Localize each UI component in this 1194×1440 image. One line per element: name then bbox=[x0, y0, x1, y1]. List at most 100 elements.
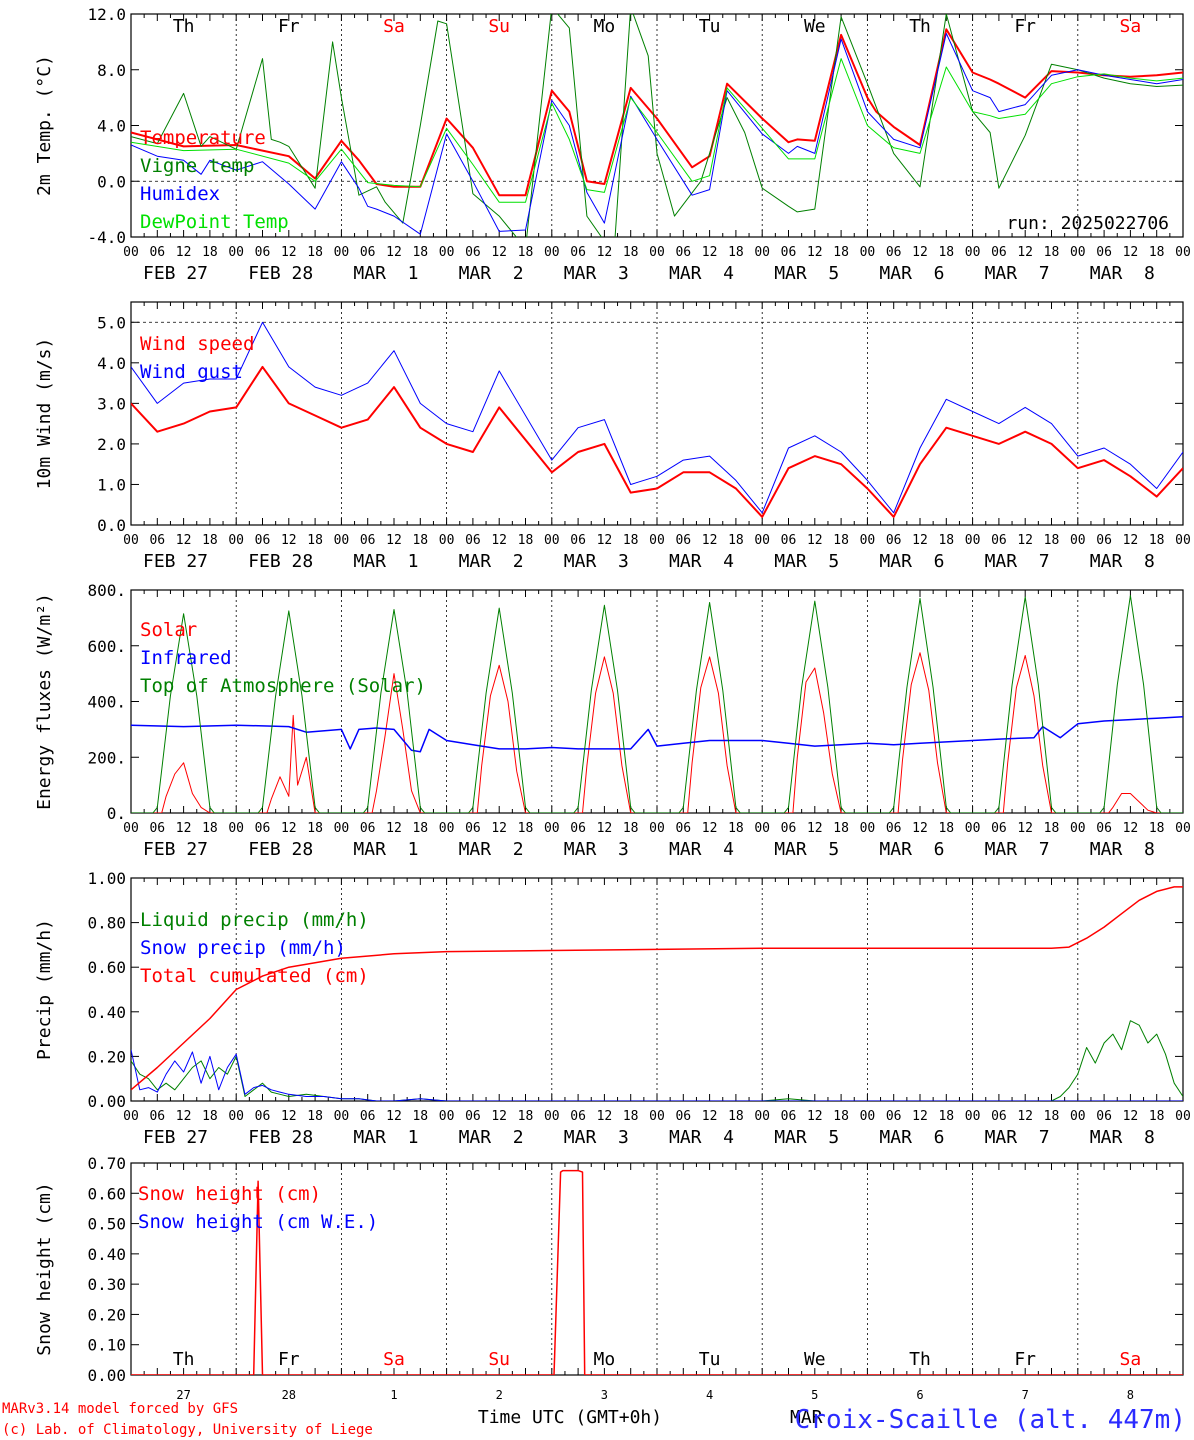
plot-area bbox=[131, 595, 1183, 813]
y-tick-label: 800. bbox=[87, 581, 126, 600]
day-number-label: 5 bbox=[811, 1388, 818, 1402]
date-label: MAR 2 bbox=[459, 1127, 524, 1148]
panel-precip: 0.00 0.20 0.40 0.60 0.80 1.00 00 06 12 18 00 06 12 18… bbox=[34, 869, 1191, 1148]
x-tick-label: 12 bbox=[1017, 821, 1033, 836]
x-tick-label: 18 bbox=[938, 821, 954, 836]
x-tick-label: 12 bbox=[912, 245, 928, 260]
day-number-label: 6 bbox=[916, 1388, 923, 1402]
x-tick-label: 12 bbox=[176, 533, 192, 548]
x-tick-label: 06 bbox=[675, 533, 691, 548]
x-tick-label: 18 bbox=[833, 1109, 849, 1124]
x-tick-label: 06 bbox=[360, 1109, 376, 1124]
x-tick-label: 00 bbox=[123, 533, 139, 548]
day-of-week-label: Fr bbox=[278, 16, 300, 37]
y-tick-label: 1.0 bbox=[97, 475, 126, 494]
x-tick-label: 12 bbox=[807, 821, 823, 836]
x-tick-label: 00 bbox=[544, 821, 560, 836]
x-tick-label: 18 bbox=[623, 821, 639, 836]
day-of-week-label: Sa bbox=[1120, 16, 1142, 37]
x-tick-label: 06 bbox=[570, 245, 586, 260]
x-tick-label: 06 bbox=[149, 1109, 165, 1124]
x-tick-label: 00 bbox=[334, 533, 350, 548]
date-label: FEB 28 bbox=[248, 551, 313, 572]
x-tick-label: 00 bbox=[649, 245, 665, 260]
y-tick-label: 0.00 bbox=[87, 1092, 126, 1111]
x-tick-label: 06 bbox=[675, 245, 691, 260]
x-tick-label: 00 bbox=[754, 821, 770, 836]
panels: -4.00.04.08.012.000 06 12 18 00 06 12 18 00 06 12 1… bbox=[34, 5, 1191, 1402]
y-tick-label: 200. bbox=[87, 748, 126, 767]
x-tick-label: 00 bbox=[439, 1109, 455, 1124]
x-tick-label: 12 bbox=[702, 1109, 718, 1124]
day-of-week-label: Th bbox=[173, 16, 195, 37]
legend-entry: Snow height (cm W.E.) bbox=[138, 1211, 378, 1233]
y-tick-label: 0.80 bbox=[87, 914, 126, 933]
x-tick-label: 00 bbox=[439, 821, 455, 836]
y-tick-label: 2.0 bbox=[97, 435, 126, 454]
y-tick-label: 0. bbox=[107, 804, 126, 823]
panel-flux: 0. 200. 400. 600. 800. 00 06 12 18 00 06 12 18 00 06 12… bbox=[34, 581, 1191, 860]
y-tick-label: 12.0 bbox=[87, 5, 126, 24]
date-label: MAR 4 bbox=[669, 263, 734, 284]
y-tick-label: 8.0 bbox=[97, 61, 126, 80]
x-tick-label: 06 bbox=[149, 533, 165, 548]
day-number-label: 27 bbox=[176, 1388, 190, 1402]
x-tick-label: 18 bbox=[938, 533, 954, 548]
x-tick-label: 00 bbox=[649, 821, 665, 836]
x-tick-label: 06 bbox=[360, 821, 376, 836]
x-tick-label: 18 bbox=[202, 245, 218, 260]
x-tick-label: 18 bbox=[307, 245, 323, 260]
x-tick-label: 12 bbox=[491, 821, 507, 836]
day-number-label: 2 bbox=[496, 1388, 503, 1402]
day-of-week-label: We bbox=[804, 1349, 826, 1370]
x-tick-label: 06 bbox=[465, 821, 481, 836]
x-tick-label: 18 bbox=[202, 821, 218, 836]
x-tick-label: 18 bbox=[938, 245, 954, 260]
x-tick-label: 18 bbox=[938, 1109, 954, 1124]
x-tick-label: 00 bbox=[228, 245, 244, 260]
date-label: MAR 1 bbox=[353, 1127, 418, 1148]
panel-temp: -4.0 0.0 4.0 8.0 12.0 00 06 12 18 00 06 12 18 00 06 12 1… bbox=[34, 5, 1191, 284]
date-label: MAR 3 bbox=[564, 1127, 629, 1148]
x-tick-label: 18 bbox=[833, 245, 849, 260]
x-tick-label: 12 bbox=[281, 245, 297, 260]
x-tick-label: 06 bbox=[781, 245, 797, 260]
x-tick-label: 12 bbox=[491, 245, 507, 260]
y-tick-label: 0.30 bbox=[87, 1275, 126, 1294]
day-of-week-label: Tu bbox=[699, 1349, 721, 1370]
x-tick-label: 06 bbox=[465, 1109, 481, 1124]
x-tick-label: 12 bbox=[176, 821, 192, 836]
y-tick-label: 5.0 bbox=[97, 313, 126, 332]
date-label: MAR 8 bbox=[1090, 263, 1155, 284]
x-tick-label: 06 bbox=[781, 533, 797, 548]
date-label: FEB 28 bbox=[248, 839, 313, 860]
day-of-week-label: Sa bbox=[383, 1349, 405, 1370]
x-tick-label: 06 bbox=[149, 245, 165, 260]
day-of-week-label: Th bbox=[909, 16, 931, 37]
day-number-label: 7 bbox=[1022, 1388, 1029, 1402]
x-tick-label: 00 bbox=[860, 245, 876, 260]
day-of-week-label: Fr bbox=[1014, 1349, 1036, 1370]
x-tick-label: 00 bbox=[1070, 1109, 1086, 1124]
x-tick-label: 06 bbox=[255, 821, 271, 836]
x-tick-label: 12 bbox=[1017, 245, 1033, 260]
date-label: MAR 7 bbox=[985, 551, 1050, 572]
x-tick-label: 00 bbox=[1175, 245, 1191, 260]
x-tick-label: 06 bbox=[570, 821, 586, 836]
x-tick-label: 06 bbox=[255, 1109, 271, 1124]
x-tick-label: 06 bbox=[255, 533, 271, 548]
x-tick-label: 06 bbox=[1096, 533, 1112, 548]
y-tick-label: -4.0 bbox=[87, 228, 126, 247]
x-tick-label: 00 bbox=[965, 533, 981, 548]
series-line-wind-gust bbox=[131, 321, 1183, 514]
day-of-week-label: Mo bbox=[594, 1349, 616, 1370]
panel-snow: 0.00 0.10 0.20 0.30 0.40 0.50 0.60 0.70 27 28 1 2 3 4… bbox=[34, 1154, 1184, 1402]
x-tick-label: 18 bbox=[307, 821, 323, 836]
y-axis-label: 10m Wind (m/s) bbox=[34, 338, 55, 490]
x-tick-label: 00 bbox=[544, 533, 560, 548]
y-tick-label: 3.0 bbox=[97, 394, 126, 413]
x-tick-label: 00 bbox=[334, 245, 350, 260]
panel-wind: 0.0 1.0 2.0 3.0 4.0 5.0 00 06 12 18 00 06 12 18 00 06 12… bbox=[34, 301, 1191, 572]
date-label: MAR 1 bbox=[353, 839, 418, 860]
x-tick-label: 06 bbox=[570, 533, 586, 548]
